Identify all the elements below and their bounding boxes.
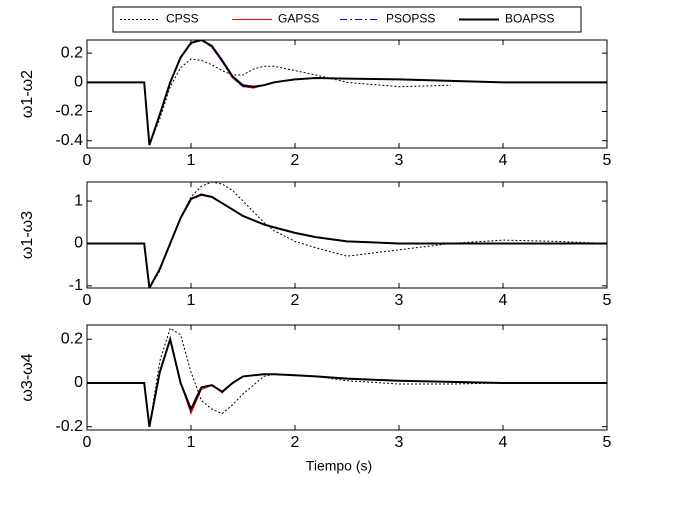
y-tick-label: 0.2 xyxy=(61,44,83,61)
plot-frame xyxy=(86,181,608,289)
plot-frame xyxy=(86,324,608,431)
x-tick-label: 1 xyxy=(187,152,196,169)
plot-frame xyxy=(86,39,608,149)
legend: CPSS GAPSS PSOPSS BOAPSS xyxy=(112,6,582,33)
y-axis-label: ω1-ω2 xyxy=(19,70,36,118)
legend-label: BOAPSS xyxy=(505,12,554,26)
series-line xyxy=(87,327,504,427)
y-axis-label: ω1-ω3 xyxy=(19,211,36,259)
series-line xyxy=(87,335,607,427)
x-tick-label: 0 xyxy=(83,434,92,451)
y-tick-label: 1 xyxy=(74,192,83,209)
plot-area xyxy=(87,182,607,288)
x-tick-label: 0 xyxy=(83,292,92,309)
y-tick-label: 0.2 xyxy=(61,330,83,347)
y-tick-label: -0.4 xyxy=(55,132,83,149)
plot-area xyxy=(87,325,607,430)
legend-label: GAPSS xyxy=(278,12,319,26)
x-tick-label: 5 xyxy=(603,434,612,451)
y-tick-label: -1 xyxy=(69,277,83,294)
x-tick-label: 3 xyxy=(395,434,404,451)
series-line xyxy=(87,58,452,146)
plot-area xyxy=(87,40,607,148)
x-tick-label: 2 xyxy=(291,434,300,451)
y-tick-label: -0.2 xyxy=(55,418,83,435)
x-tick-label: 2 xyxy=(291,292,300,309)
x-axis-label: Tiempo (s) xyxy=(306,458,372,474)
legend-label: PSOPSS xyxy=(386,12,435,26)
y-tick-label: 0 xyxy=(74,374,83,391)
x-tick-label: 5 xyxy=(603,292,612,309)
x-tick-label: 3 xyxy=(395,152,404,169)
series-line xyxy=(87,40,607,146)
y-tick-label: 0 xyxy=(74,235,83,252)
x-tick-label: 0 xyxy=(83,152,92,169)
x-tick-label: 3 xyxy=(395,292,404,309)
y-tick-label: 0 xyxy=(74,74,83,91)
x-tick-label: 2 xyxy=(291,152,300,169)
x-tick-label: 4 xyxy=(499,292,508,309)
series-line xyxy=(87,193,607,288)
x-tick-label: 4 xyxy=(499,434,508,451)
y-axis-label: ω3-ω4 xyxy=(19,353,36,401)
legend-label: CPSS xyxy=(166,12,199,26)
x-tick-label: 1 xyxy=(187,434,196,451)
x-tick-label: 5 xyxy=(603,152,612,169)
y-tick-label: -0.2 xyxy=(55,103,83,120)
x-tick-label: 1 xyxy=(187,292,196,309)
x-tick-label: 4 xyxy=(499,152,508,169)
